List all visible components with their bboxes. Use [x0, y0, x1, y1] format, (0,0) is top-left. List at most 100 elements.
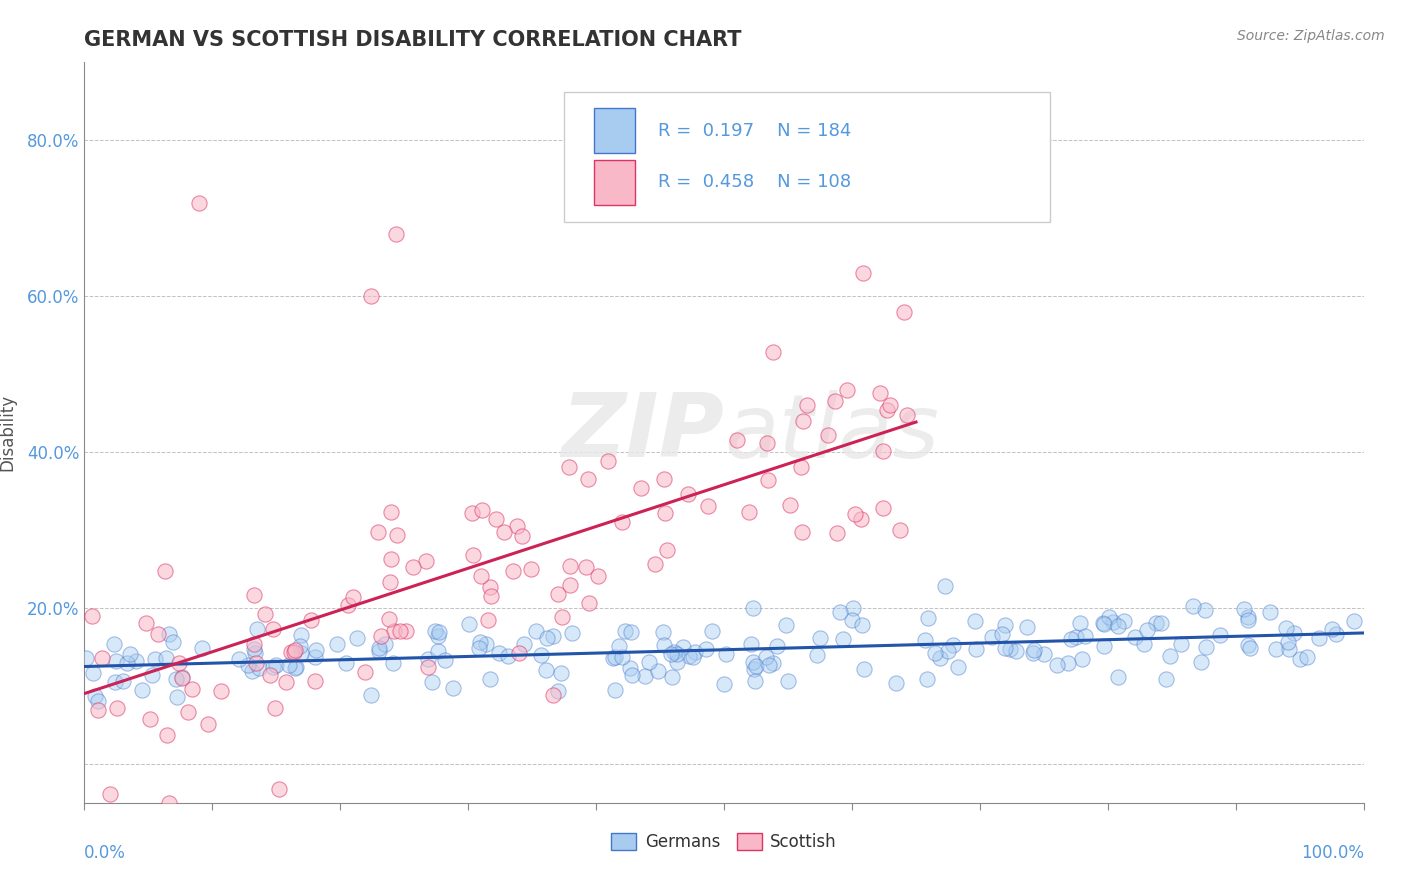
Point [1033, 647, 1056, 661]
Point [607, 640, 630, 654]
Point [98, 787, 121, 801]
Point [283, 645, 305, 659]
Point [141, 668, 163, 682]
Point [884, 676, 907, 690]
Point [1133, 637, 1156, 651]
Point [558, 577, 581, 591]
Point [288, 639, 311, 653]
Point [157, 796, 180, 810]
Point [790, 460, 813, 475]
Point [541, 688, 564, 702]
Point [550, 665, 572, 680]
Point [262, 622, 284, 636]
Point [83, 666, 105, 681]
Point [360, 289, 382, 303]
Point [876, 402, 898, 417]
Point [1236, 638, 1258, 652]
Point [942, 638, 965, 652]
Point [841, 601, 863, 615]
Point [742, 600, 765, 615]
Point [776, 674, 799, 689]
Point [305, 643, 328, 657]
Point [117, 656, 139, 670]
Point [354, 665, 377, 679]
Point [605, 650, 627, 665]
Point [488, 646, 510, 660]
Point [1069, 615, 1091, 630]
Point [461, 506, 484, 520]
Point [1097, 610, 1119, 624]
Point [620, 668, 643, 682]
Point [162, 635, 184, 649]
Point [914, 632, 936, 647]
Point [378, 612, 401, 626]
Point [1195, 640, 1218, 654]
Point [380, 505, 402, 519]
Point [560, 558, 582, 573]
Point [551, 609, 574, 624]
Point [1237, 609, 1260, 624]
Point [367, 524, 389, 539]
Point [105, 654, 128, 668]
Point [697, 499, 720, 513]
Point [1150, 615, 1173, 630]
Point [1194, 603, 1216, 617]
Point [981, 630, 1004, 644]
Point [508, 646, 530, 660]
Point [1181, 599, 1204, 613]
Point [427, 629, 450, 643]
Point [1320, 622, 1343, 636]
Point [249, 661, 271, 675]
Point [1022, 643, 1045, 657]
Point [1107, 670, 1129, 684]
Text: Source: ZipAtlas.com: Source: ZipAtlas.com [1237, 29, 1385, 43]
Point [145, 652, 167, 666]
Point [835, 384, 858, 398]
Point [561, 625, 583, 640]
Point [335, 657, 357, 671]
Point [433, 653, 456, 667]
Point [534, 663, 557, 677]
Point [477, 613, 499, 627]
Point [672, 640, 695, 654]
Point [659, 647, 682, 661]
Point [1074, 629, 1097, 643]
Point [155, 651, 177, 665]
Point [148, 627, 170, 641]
Point [695, 641, 717, 656]
Point [1092, 616, 1115, 631]
Point [662, 644, 685, 658]
Point [638, 656, 661, 670]
Point [420, 675, 443, 690]
Point [766, 639, 789, 653]
Point [104, 675, 127, 690]
Point [492, 524, 515, 539]
Point [290, 646, 312, 660]
Point [630, 481, 652, 495]
Point [889, 524, 911, 538]
Point [737, 505, 759, 519]
Point [228, 652, 250, 666]
Point [82, 608, 104, 623]
Point [285, 660, 308, 674]
Point [1258, 606, 1281, 620]
Point [524, 624, 547, 639]
Point [853, 661, 876, 675]
Point [304, 674, 326, 689]
Point [191, 641, 214, 656]
Point [665, 655, 688, 669]
Point [253, 607, 276, 622]
Point [1208, 628, 1230, 642]
Point [156, 728, 179, 742]
Point [652, 638, 675, 652]
Point [725, 433, 748, 447]
Point [1343, 615, 1365, 629]
Point [388, 624, 411, 638]
Point [510, 529, 533, 543]
Point [91, 651, 114, 665]
Point [299, 613, 322, 627]
Point [536, 631, 558, 645]
Point [382, 657, 405, 671]
Point [790, 524, 813, 539]
Point [817, 428, 839, 442]
